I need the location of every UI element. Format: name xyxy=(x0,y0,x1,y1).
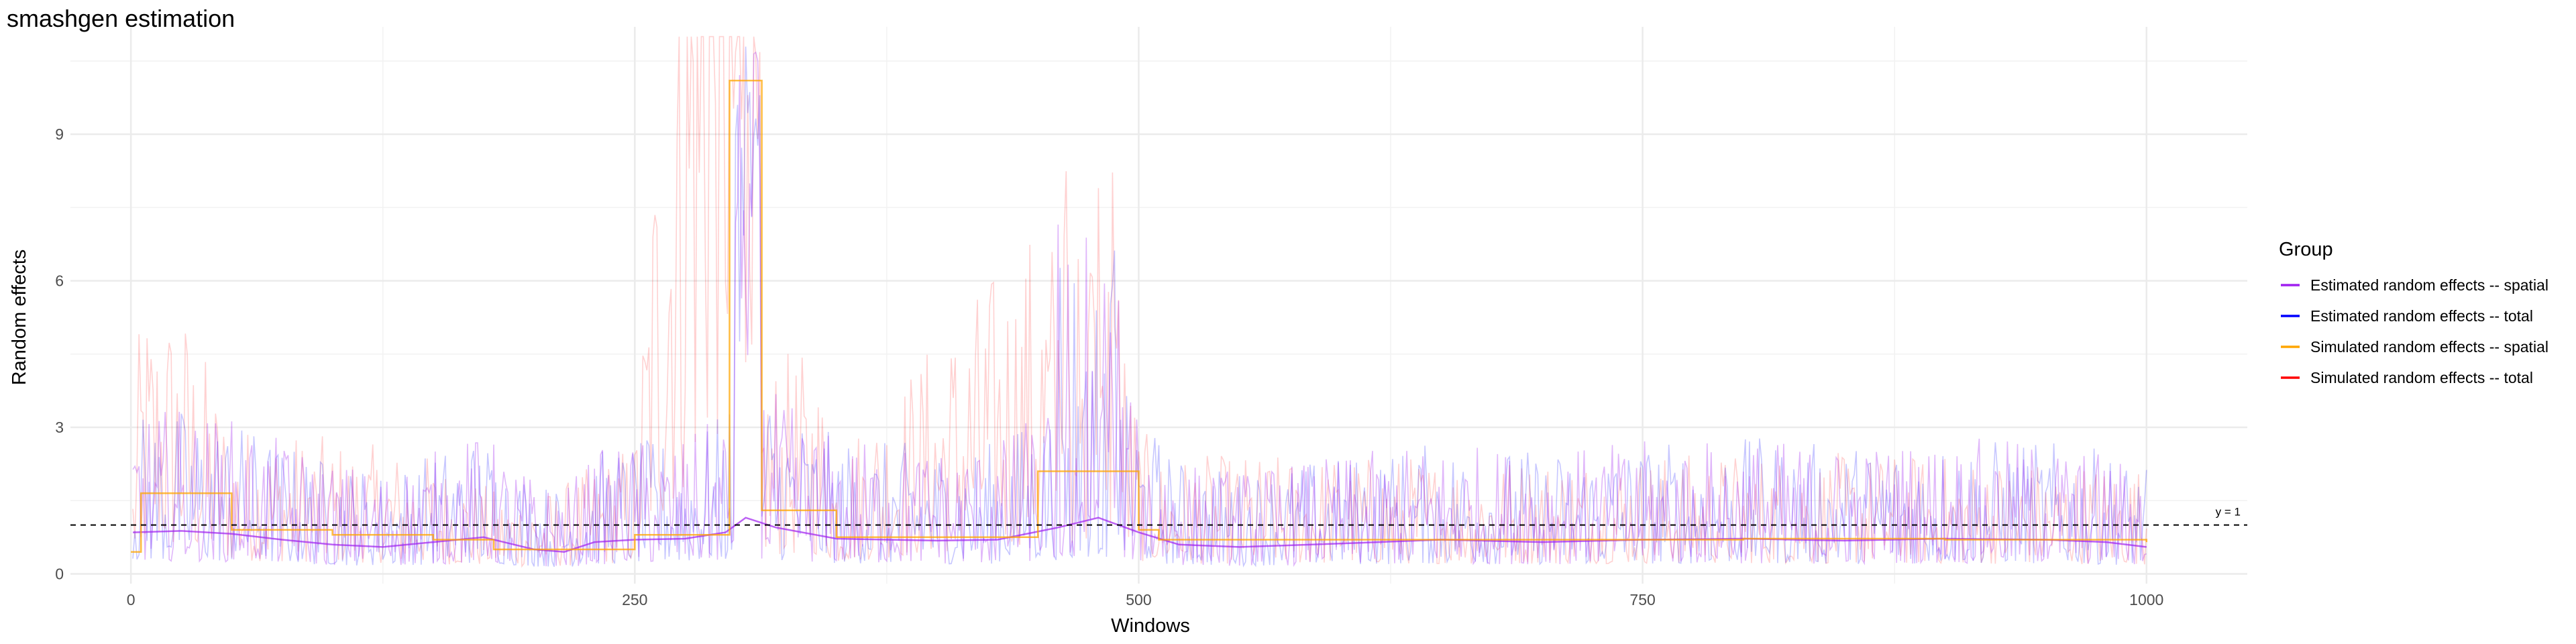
legend-label: Estimated random effects -- total xyxy=(2310,307,2533,325)
x-tick-label: 250 xyxy=(622,591,647,608)
x-tick-label: 1000 xyxy=(2129,591,2163,608)
series-simulated-total xyxy=(132,36,2147,568)
chart-title: smashgen estimation xyxy=(7,5,235,32)
reference-line-label: y = 1 xyxy=(2216,506,2241,519)
legend-label: Estimated random effects -- spatial xyxy=(2310,276,2548,294)
smooth-series-layer xyxy=(131,79,2148,553)
y-tick-label: 0 xyxy=(55,565,64,582)
x-tick-label: 500 xyxy=(1126,591,1151,608)
grid-minor xyxy=(70,27,2247,584)
legend: Group Estimated random effects -- spatia… xyxy=(2279,239,2548,386)
y-tick-label: 9 xyxy=(55,125,64,143)
legend-title: Group xyxy=(2279,239,2333,260)
y-tick-label: 3 xyxy=(55,419,64,436)
x-axis: 0 250 500 750 1000 xyxy=(127,591,2164,608)
x-tick-label: 0 xyxy=(127,591,136,608)
legend-label: Simulated random effects -- spatial xyxy=(2310,338,2548,356)
y-tick-label: 6 xyxy=(55,272,64,290)
series-estimated-total xyxy=(132,46,2147,568)
noisy-series-layer xyxy=(132,36,2147,568)
y-axis-title: Random effects xyxy=(9,250,30,386)
legend-label: Simulated random effects -- total xyxy=(2310,369,2533,386)
series-simulated-spatial xyxy=(131,79,2148,553)
grid-major xyxy=(70,27,2247,584)
series-estimated-total-overlay xyxy=(132,51,2147,568)
x-tick-label: 750 xyxy=(1629,591,1655,608)
x-axis-title: Windows xyxy=(1111,615,1190,637)
y-axis: 0 3 6 9 xyxy=(55,125,64,582)
